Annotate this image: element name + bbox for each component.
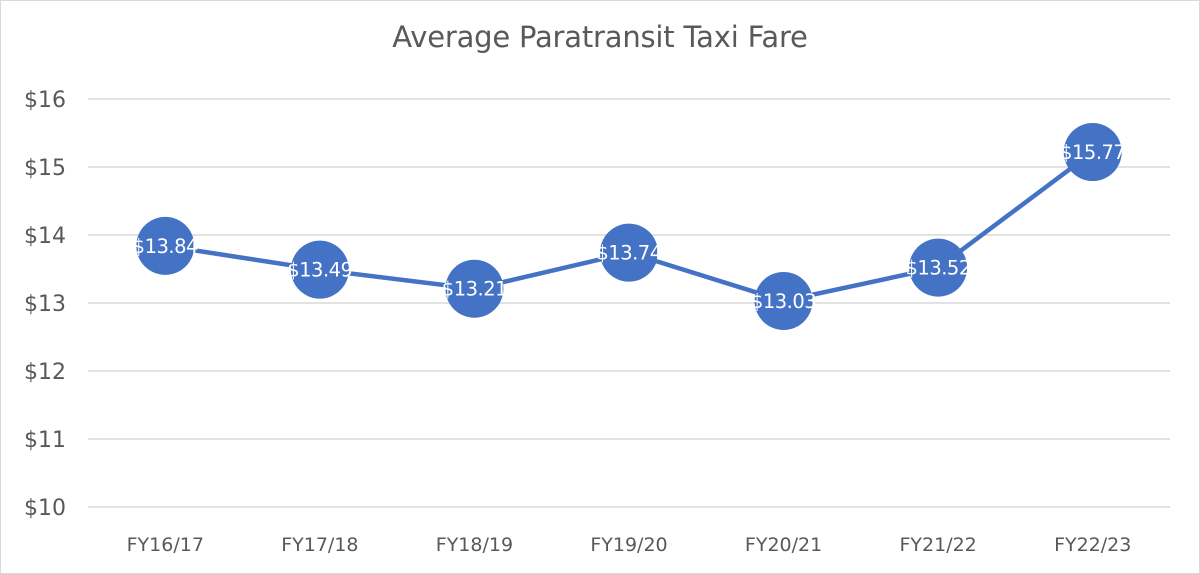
x-tick-label: FY20/21	[745, 534, 822, 556]
circle-marker-icon	[909, 238, 968, 297]
circle-marker-icon	[136, 216, 195, 275]
x-tick-label: FY19/20	[590, 534, 667, 556]
data-point: $13.52	[906, 238, 971, 297]
x-tick-label: FY18/19	[436, 534, 513, 556]
y-tick-label: $13	[24, 292, 66, 317]
data-point: $13.03	[751, 271, 817, 330]
x-tick-label: FY17/18	[281, 534, 358, 556]
x-tick-label: FY21/22	[899, 534, 976, 556]
y-axis-labels: $10 $11 $12 $13 $14 $15 $16	[24, 88, 66, 521]
y-tick-label: $15	[24, 156, 66, 181]
y-tick-label: $12	[24, 360, 66, 385]
circle-marker-icon	[754, 271, 813, 330]
circle-marker-icon	[445, 259, 504, 318]
x-axis-labels: FY16/17 FY17/18 FY18/19 FY19/20 FY20/21 FY21/…	[127, 534, 1132, 556]
chart-title: Average Paratransit Taxi Fare	[392, 20, 808, 54]
data-point: $13.21	[442, 259, 508, 318]
x-tick-label: FY16/17	[127, 534, 204, 556]
data-point: $13.74	[596, 223, 662, 282]
data-label: $13.52	[906, 257, 971, 280]
circle-marker-icon	[290, 240, 349, 299]
data-point: $13.84	[133, 216, 198, 275]
y-tick-label: $16	[24, 88, 66, 113]
y-tick-label: $10	[24, 496, 66, 521]
data-label: $15.77	[1060, 141, 1125, 164]
gridlines	[88, 98, 1170, 508]
data-markers: $13.84 $13.49 $13.21 $13.74 $13.03 $13.52 $15.…	[133, 123, 1126, 330]
circle-marker-icon	[600, 223, 658, 282]
y-tick-label: $11	[24, 428, 66, 453]
data-label: $13.74	[596, 242, 661, 265]
data-label: $13.21	[442, 278, 507, 301]
x-tick-label: FY22/23	[1054, 534, 1131, 556]
data-point: $15.77	[1060, 123, 1126, 182]
data-label: $13.49	[287, 259, 352, 282]
data-point: $13.49	[287, 240, 353, 299]
y-tick-label: $14	[24, 224, 66, 249]
data-label: $13.03	[751, 290, 816, 313]
data-label: $13.84	[133, 235, 198, 258]
circle-marker-icon	[1063, 123, 1122, 182]
